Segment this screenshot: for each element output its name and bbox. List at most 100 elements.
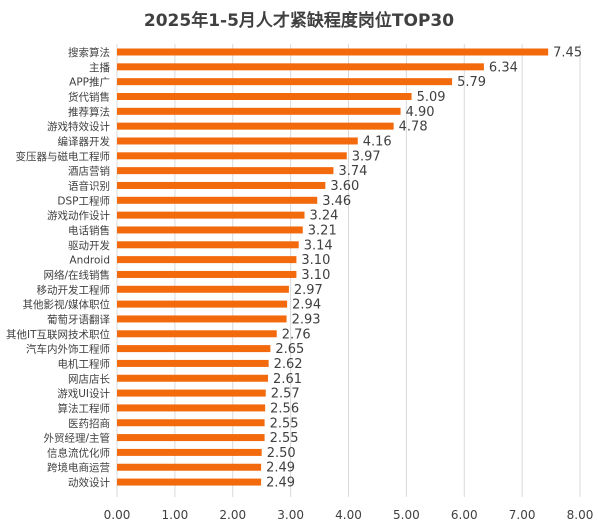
x-tick-label: 5.00 [393,508,420,522]
x-tick-label: 8.00 [567,508,594,522]
bar [117,226,303,234]
category-label: 电话销售 [68,224,110,237]
value-label: 3.24 [310,209,339,224]
value-label: 2.93 [292,312,321,327]
value-label: 2.94 [292,298,321,313]
value-label: 3.60 [330,179,359,194]
category-label: 算法工程师 [58,402,111,415]
value-label: 2.62 [274,357,303,372]
value-label: 2.50 [267,446,296,461]
bar [117,419,265,427]
value-label: 2.76 [282,327,311,342]
bar [117,300,288,308]
category-label: 电机工程师 [58,357,111,370]
category-label: 移动开发工程师 [37,283,111,296]
bar [117,448,262,456]
bar [117,404,266,412]
bar [117,374,269,382]
x-axis-ticks: 0.00 1.00 2.00 3.00 4.00 5.00 6.00 7.00 8.00 [104,508,594,522]
value-label: 2.56 [270,401,299,416]
category-label: 信息流优化师 [47,446,110,459]
category-label: 医药招商 [68,417,110,430]
value-label: 2.61 [273,372,302,387]
category-label: 驱动开发 [68,239,110,252]
x-tick-label: 0.00 [104,508,131,522]
bar [117,241,299,249]
bars [117,48,549,486]
category-label: 主播 [89,61,110,74]
x-tick-label: 6.00 [451,508,478,522]
value-label: 2.57 [271,387,300,402]
bar [117,107,401,115]
bar [117,92,412,100]
bar [117,122,394,130]
category-label: 汽车内外饰工程师 [26,343,110,356]
bar [117,478,262,486]
bar [117,270,297,278]
category-label: 游戏UI设计 [57,387,110,400]
bar [117,463,262,471]
value-label: 4.78 [399,120,428,135]
bar [117,63,484,71]
value-label: 5.79 [457,75,486,90]
bar [117,196,318,204]
value-label: 2.55 [270,431,299,446]
category-label: 跨境电商运营 [47,461,110,474]
value-label: 4.16 [363,134,392,149]
category-label: 动效设计 [68,476,110,489]
value-label: 6.34 [489,60,518,75]
bar [117,78,453,86]
bar [117,285,289,293]
category-label: 搜索算法 [68,46,110,59]
category-label: 游戏特效设计 [47,120,110,133]
x-tick-label: 1.00 [162,508,189,522]
bar [117,152,347,160]
category-label: 外贸经理/主管 [43,432,110,445]
chart-title: 2025年1-5月人才紧缺程度岗位TOP30 [143,11,455,31]
value-labels: 7.45 6.345.79 5.094.904.78 4.163.973.743.60… [266,46,582,491]
category-label: 变压器与磁电工程师 [16,150,111,163]
value-label: 3.10 [301,253,330,268]
value-label: 2.55 [270,416,299,431]
bar [117,330,277,338]
x-tick-label: 4.00 [335,508,362,522]
bar [117,167,334,175]
value-label: 7.45 [553,46,582,61]
value-label: 3.10 [301,268,330,283]
category-label: 语音识别 [68,179,110,192]
category-label: 网络/在线销售 [43,268,110,281]
bar [117,137,358,145]
x-tick-label: 2.00 [219,508,246,522]
value-label: 3.21 [308,223,337,238]
category-label: 编译器开发 [58,135,111,148]
x-tick-label: 3.00 [277,508,304,522]
category-label: 其他IT互联网技术职位 [6,328,111,341]
category-label: 酒店营销 [68,165,110,178]
bar [117,434,265,442]
bar [117,211,305,219]
bar [117,345,271,353]
value-label: 4.90 [406,105,435,120]
bar [117,48,549,56]
value-label: 3.97 [352,149,381,164]
value-label: 3.14 [304,238,333,253]
category-label: 网店店长 [68,372,110,385]
category-label: 葡萄牙语翻译 [47,313,110,326]
value-label: 2.97 [294,283,323,298]
bar [117,315,287,323]
category-label: Android [69,255,110,267]
value-label: 2.49 [266,461,295,476]
category-label: 游戏动作设计 [47,209,110,222]
value-label: 5.09 [417,90,446,105]
category-label: APP推广 [69,76,110,89]
bar [117,389,266,397]
value-label: 2.65 [275,342,304,357]
value-label: 3.74 [338,164,367,179]
category-label: 其他影视/媒体职位 [22,298,110,311]
category-label: DSP工程师 [57,194,110,207]
value-label: 2.49 [266,476,295,491]
x-tick-label: 7.00 [509,508,536,522]
